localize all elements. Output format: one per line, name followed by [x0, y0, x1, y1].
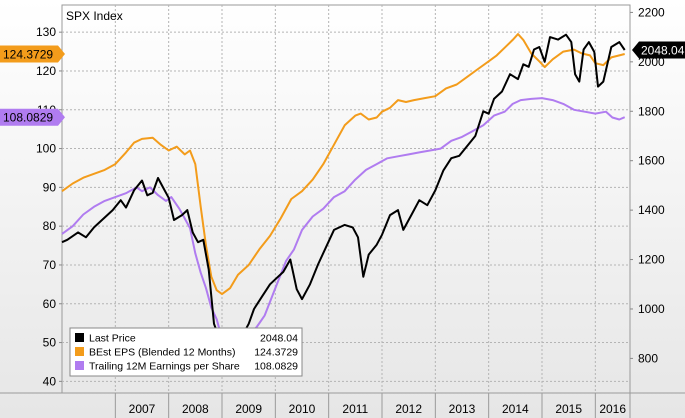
value-tag-right	[632, 41, 685, 59]
value-tag-label: 124.3729	[3, 48, 53, 62]
left-axis: 405060708090100110120130	[36, 25, 62, 388]
chart-title: SPX Index	[66, 9, 123, 23]
x-tick-label: 2010	[289, 402, 316, 416]
right-tick-label: 2200	[638, 5, 665, 19]
x-tick-label: 2007	[129, 402, 156, 416]
value-tag-label: 2048.04	[641, 43, 685, 57]
left-tick-label: 50	[43, 336, 57, 350]
left-tick-label: 90	[43, 180, 57, 194]
x-tick-label: 2008	[182, 402, 209, 416]
series-line-last-price	[61, 33, 626, 376]
right-tick-label: 1800	[638, 104, 665, 118]
x-tick-label: 2013	[449, 402, 476, 416]
x-tick-label: 2012	[395, 402, 422, 416]
left-tick-label: 120	[36, 64, 56, 78]
legend-swatch	[75, 361, 84, 370]
series-line-trailing-eps	[61, 97, 626, 369]
value-tag-left	[0, 45, 65, 63]
x-axis: 2007 2008 2009 2010 2011 2012 2013 2014 2015 2016	[0, 392, 685, 418]
right-tick-label: 1600	[638, 154, 665, 168]
legend-label: Last Price	[89, 333, 136, 345]
legend-value: 108.0829	[254, 361, 298, 373]
left-tick-label: 130	[36, 25, 56, 39]
left-tick-label: 70	[43, 258, 57, 272]
legend-swatch	[75, 333, 84, 342]
right-tick-label: 1400	[638, 203, 665, 217]
right-tick-label: 800	[638, 351, 658, 365]
legend-swatch	[75, 347, 84, 356]
x-tick-label: 2014	[502, 402, 529, 416]
legend-label: BEst EPS (Blended 12 Months)	[89, 347, 236, 359]
left-tick-label: 60	[43, 297, 57, 311]
x-tick-label: 2016	[599, 402, 626, 416]
right-tick-label: 1200	[638, 253, 665, 267]
legend-label: Trailing 12M Earnings per Share	[89, 361, 240, 373]
series-line-best-eps	[61, 33, 625, 296]
value-tag-label: 108.0829	[3, 111, 53, 125]
left-tick-label: 80	[43, 219, 57, 233]
series-lines	[61, 33, 626, 376]
x-tick-label: 2011	[342, 402, 368, 416]
left-tick-label: 100	[36, 142, 56, 156]
x-tick-label: 2015	[555, 402, 582, 416]
legend-box	[69, 327, 303, 377]
legend-value: 2048.04	[260, 333, 298, 345]
value-tags: 124.3729 108.0829 2048.04	[0, 41, 685, 126]
legend-value: 124.3729	[254, 347, 298, 359]
x-tick-label: 2009	[235, 402, 262, 416]
left-tick-label: 40	[43, 374, 57, 388]
right-tick-label: 1000	[638, 302, 665, 316]
grid	[62, 5, 630, 393]
legend: Last Price 2048.04 BEst EPS (Blended 12 Mo…	[69, 327, 303, 377]
value-tag-left	[0, 108, 65, 126]
